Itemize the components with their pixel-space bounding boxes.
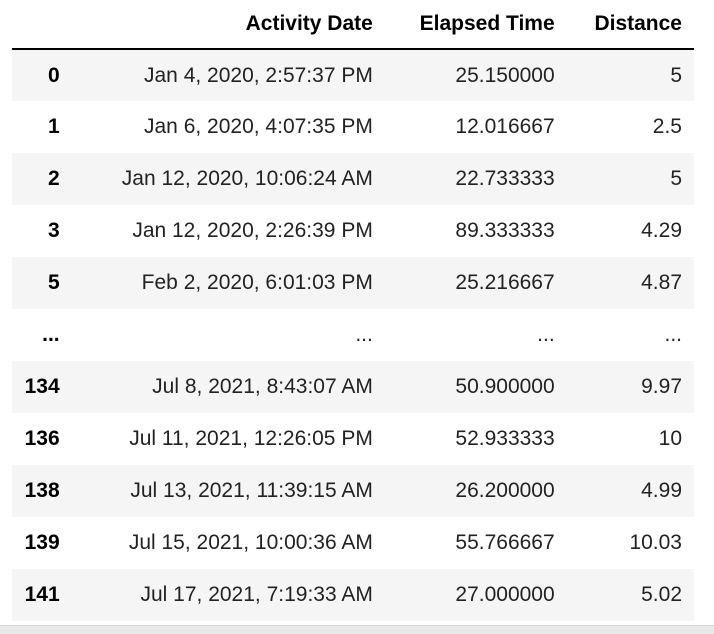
cell-distance: 4.87 (641, 271, 682, 294)
row-index: 139 (24, 531, 60, 554)
cell-elapsed-time: 55.766667 (455, 531, 555, 554)
row-index: 138 (24, 479, 60, 502)
row-index: 1 (47, 115, 60, 138)
row-index: 141 (24, 583, 60, 606)
cell-elapsed-time: 27.000000 (455, 583, 555, 606)
cell-distance: 4.99 (641, 479, 682, 502)
cell-distance: 5 (670, 63, 682, 87)
table-header: Activity Date Elapsed Time Distance (12, 0, 694, 50)
table-row-ellipsis: ... ... ... ... (12, 309, 694, 361)
row-index: 2 (47, 167, 60, 190)
column-header-elapsed-time: Elapsed Time (384, 0, 567, 50)
cell-activity-date: Jan 12, 2020, 10:06:24 AM (121, 167, 373, 190)
index-header (12, 0, 72, 50)
table-row: 2 Jan 12, 2020, 10:06:24 AM 22.733333 5 (12, 153, 694, 205)
row-index: 0 (47, 63, 60, 87)
cell-distance: 10.03 (629, 531, 682, 554)
cell-elapsed-time: 22.733333 (455, 167, 555, 190)
cell-activity-date: ... (355, 323, 373, 346)
dataframe-table: Activity Date Elapsed Time Distance 0 Ja… (12, 0, 694, 621)
cell-activity-date: Jul 8, 2021, 8:43:07 AM (152, 375, 373, 398)
cell-activity-date: Jul 15, 2021, 10:00:36 AM (128, 531, 373, 554)
table-row: 134 Jul 8, 2021, 8:43:07 AM 50.900000 9.… (12, 361, 694, 413)
row-index: 5 (47, 271, 60, 294)
row-index: ... (42, 323, 60, 346)
table-body: 0 Jan 4, 2020, 2:57:37 PM 25.150000 5 1 … (12, 49, 694, 621)
table-row: 139 Jul 15, 2021, 10:00:36 AM 55.766667 … (12, 517, 694, 569)
cell-elapsed-time: ... (537, 323, 555, 346)
table-row: 3 Jan 12, 2020, 2:26:39 PM 89.333333 4.2… (12, 205, 694, 257)
horizontal-scrollbar[interactable] (0, 625, 714, 634)
cell-distance: 5.02 (641, 583, 682, 606)
row-index: 134 (24, 375, 60, 398)
cell-distance: ... (664, 323, 682, 346)
cell-activity-date: Jan 4, 2020, 2:57:37 PM (144, 63, 373, 87)
cell-activity-date: Jul 17, 2021, 7:19:33 AM (140, 583, 373, 606)
row-index: 3 (47, 219, 60, 242)
table-row: 141 Jul 17, 2021, 7:19:33 AM 27.000000 5… (12, 569, 694, 621)
cell-elapsed-time: 52.933333 (455, 427, 555, 450)
cell-distance: 5 (670, 167, 682, 190)
cell-distance: 9.97 (641, 375, 682, 398)
cell-activity-date: Feb 2, 2020, 6:01:03 PM (141, 271, 373, 294)
table-row: 138 Jul 13, 2021, 11:39:15 AM 26.200000 … (12, 465, 694, 517)
cell-elapsed-time: 50.900000 (455, 375, 555, 398)
row-index: 136 (24, 427, 60, 450)
table-row: 5 Feb 2, 2020, 6:01:03 PM 25.216667 4.87 (12, 257, 694, 309)
column-header-distance: Distance (566, 0, 694, 50)
cell-elapsed-time: 89.333333 (455, 219, 555, 242)
table-row: 0 Jan 4, 2020, 2:57:37 PM 25.150000 5 (12, 49, 694, 101)
cell-activity-date: Jul 13, 2021, 11:39:15 AM (130, 479, 373, 502)
cell-distance: 2.5 (652, 115, 682, 138)
header-row: Activity Date Elapsed Time Distance (12, 0, 694, 50)
column-header-activity-date: Activity Date (71, 0, 385, 50)
table-row: 1 Jan 6, 2020, 4:07:35 PM 12.016667 2.5 (12, 101, 694, 153)
cell-elapsed-time: 25.216667 (455, 271, 555, 294)
cell-elapsed-time: 25.150000 (455, 63, 555, 87)
cell-elapsed-time: 26.200000 (455, 479, 555, 502)
cell-activity-date: Jan 6, 2020, 4:07:35 PM (144, 115, 373, 138)
cell-elapsed-time: 12.016667 (455, 115, 555, 138)
cell-activity-date: Jan 12, 2020, 2:26:39 PM (132, 219, 373, 242)
cell-distance: 4.29 (641, 219, 682, 242)
cell-activity-date: Jul 11, 2021, 12:26:05 PM (129, 427, 373, 450)
cell-distance: 10 (658, 427, 682, 450)
table-row: 136 Jul 11, 2021, 12:26:05 PM 52.933333 … (12, 413, 694, 465)
